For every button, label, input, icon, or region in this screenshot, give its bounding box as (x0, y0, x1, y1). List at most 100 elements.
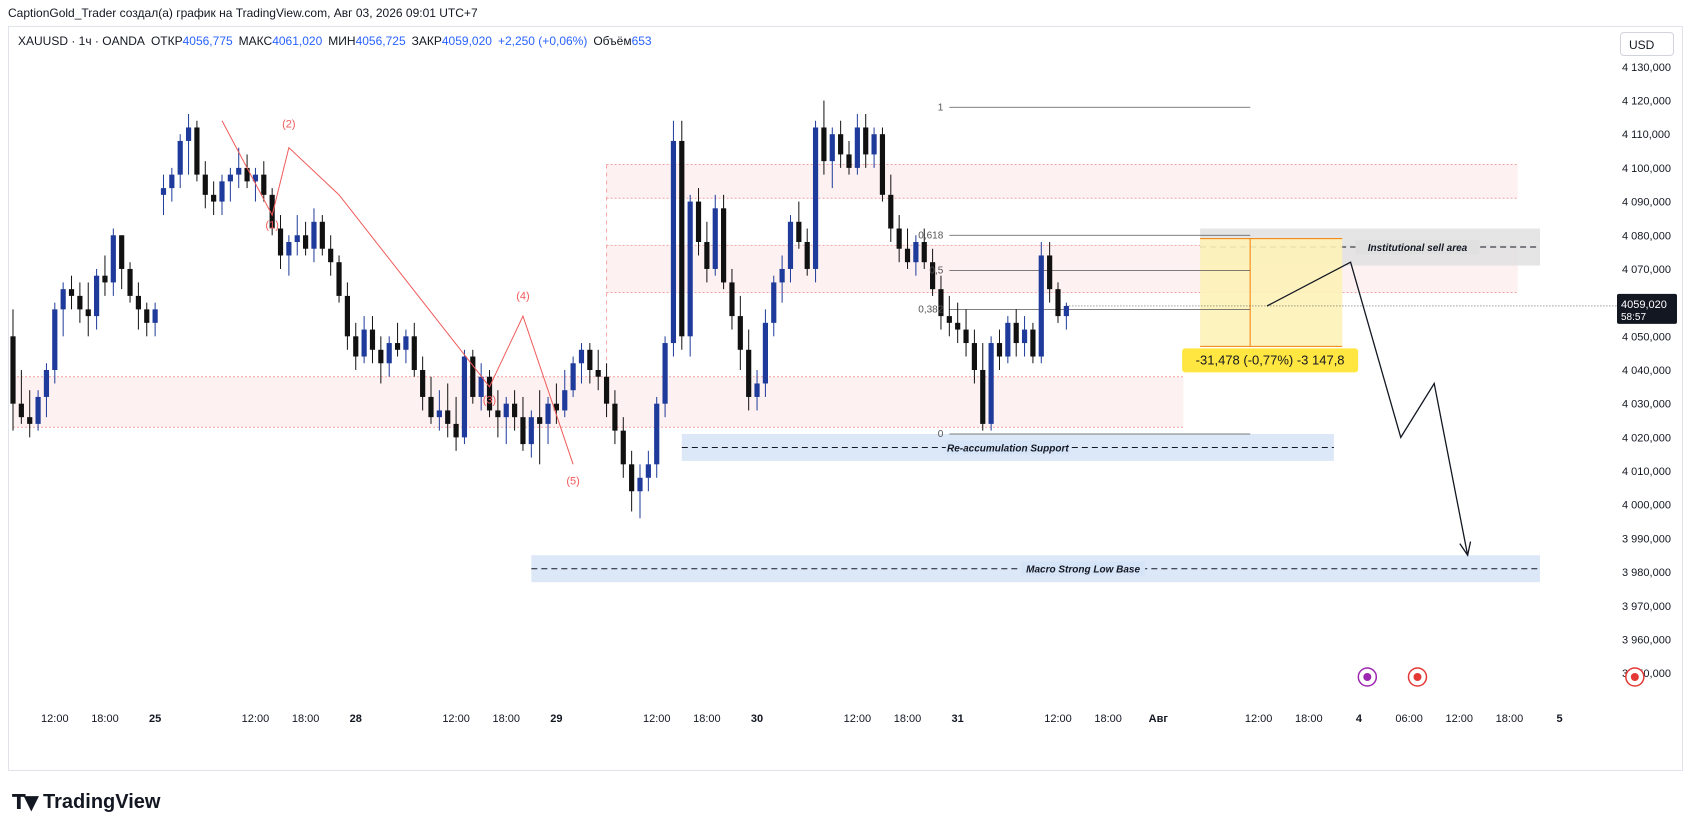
candle-body (27, 417, 33, 424)
candle-body (185, 127, 192, 141)
candle-body (821, 127, 827, 162)
candle-body (202, 174, 208, 195)
candle-body (303, 235, 309, 249)
candle-body (294, 235, 300, 242)
candle-body (85, 309, 91, 317)
candle-body (194, 127, 200, 175)
time-axis-tick-label: 18:00 (292, 713, 320, 725)
candle-body (754, 383, 760, 397)
reaccumulation-support-label-bg (945, 440, 1070, 455)
candle-body (888, 194, 894, 229)
time-axis-tick-label: 31 (952, 713, 964, 725)
time-axis-tick-label: 06:00 (1395, 713, 1423, 725)
candle-body (77, 295, 83, 310)
candle-body (102, 275, 108, 283)
time-axis-tick-label: 18:00 (1496, 713, 1524, 725)
candle-body (787, 221, 794, 269)
candle-body (762, 322, 768, 384)
us-flag-event-icon-dot (1413, 673, 1422, 681)
candle-body (812, 127, 819, 269)
wave-label: (1) (265, 220, 278, 232)
candle-body (779, 268, 785, 283)
legend-low-label: МИН (328, 34, 356, 48)
wave-label: (3) (483, 395, 496, 407)
candle-body (311, 221, 317, 249)
elliott-wave-line (221, 120, 574, 465)
candle-body (963, 329, 969, 344)
candle-body (227, 174, 233, 182)
fib-level-label: 1 (938, 102, 944, 113)
candle-body (971, 343, 977, 370)
candle-body (1013, 322, 1019, 344)
event-lightning-icon-dot (1363, 673, 1372, 681)
candle-body (595, 370, 601, 377)
time-axis-tick-label: 18:00 (693, 713, 721, 725)
candle-body (495, 410, 501, 418)
candle-body (854, 127, 860, 168)
candle-body (838, 134, 844, 155)
candle-body (654, 403, 660, 465)
candle-body (336, 262, 342, 296)
candle-body (43, 370, 50, 397)
price-axis-tick-label: 4 080,000 (1622, 230, 1671, 242)
candle-body (996, 343, 1003, 357)
candle-body (211, 194, 217, 202)
tradingview-brand[interactable]: T▼ TradingView (12, 790, 160, 814)
us-flag-event-icon-dot (1630, 673, 1639, 681)
candle-body (578, 349, 585, 364)
legend-symbol[interactable]: XAUUSD · 1ч · OANDA (18, 34, 145, 48)
candle-body (119, 235, 125, 269)
legend-open-label: ОТКР (150, 34, 183, 48)
candle-body (94, 275, 100, 317)
legend-high: 4061,020 (272, 34, 323, 48)
candle-body (955, 322, 961, 330)
candle-body (244, 167, 250, 182)
candle-body (252, 174, 259, 182)
candle-body (704, 242, 710, 269)
currency-button[interactable]: USD (1620, 32, 1674, 56)
candle-body (930, 262, 936, 290)
price-axis-tick-label: 4 070,000 (1622, 264, 1671, 276)
candle-body (553, 403, 559, 411)
candle-body (1063, 306, 1069, 317)
candle-body (386, 343, 392, 364)
candle-body (746, 349, 752, 397)
plot-area (10, 100, 1540, 583)
candle-body (980, 370, 986, 424)
legend-change: +2,250 (+0,06%) (497, 34, 588, 48)
candle-body (637, 477, 643, 492)
candle-body (1021, 329, 1028, 344)
reaccumulation-support-label: Re-accumulation Support (947, 443, 1069, 454)
candle-body (411, 336, 417, 370)
candle-body (328, 248, 334, 263)
candle-body (378, 349, 384, 364)
price-axis-tick-label: 4 130,000 (1622, 62, 1671, 74)
candle-body (562, 390, 568, 411)
bar-countdown: 58:57 (1621, 312, 1646, 323)
last-price-badge (1617, 293, 1677, 324)
price-axis-tick-label: 3 960,000 (1622, 634, 1671, 646)
candle-body (896, 228, 902, 249)
projection-path (1266, 261, 1469, 556)
time-axis-tick-label: 12:00 (643, 713, 671, 725)
legend-high-label: МАКС (238, 34, 273, 48)
time-axis-tick-label: 12:00 (242, 713, 270, 725)
price-axis-tick-label: 4 100,000 (1622, 163, 1671, 175)
price-axis-tick-label: 4 040,000 (1622, 365, 1671, 377)
candle-body (219, 181, 225, 202)
candle-body (829, 134, 835, 162)
candle-body (344, 295, 350, 337)
price-axis-tick-label: 4 010,000 (1622, 466, 1671, 478)
price-axis-tick-label: 4 120,000 (1622, 96, 1671, 108)
time-axis-tick-label: 28 (350, 713, 362, 725)
candle-body (486, 376, 493, 411)
candle-body (60, 289, 66, 310)
time-axis-tick-label: 18:00 (1295, 713, 1323, 725)
candle-body (612, 403, 618, 431)
tradingview-logo-icon: T▼ (12, 790, 39, 814)
candle-body (520, 417, 526, 445)
candle-body (110, 235, 116, 283)
candle-body (679, 140, 685, 337)
candle-body (420, 370, 426, 397)
